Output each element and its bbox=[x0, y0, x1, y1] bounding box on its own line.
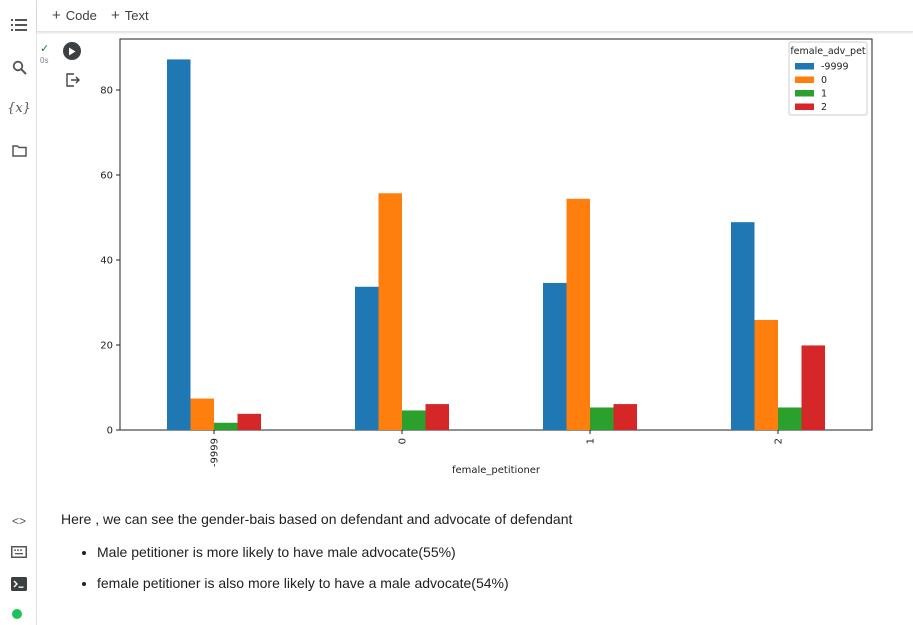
y-tick-label: 0 bbox=[107, 426, 113, 437]
bullet-list: Male petitioner is more likely to have m… bbox=[61, 543, 572, 592]
bar-0--9999 bbox=[190, 398, 214, 430]
bar-0-1 bbox=[566, 198, 590, 430]
y-tick-label: 60 bbox=[100, 171, 113, 182]
x-tick-label: -9999 bbox=[210, 438, 221, 467]
bar-2--9999 bbox=[237, 413, 261, 430]
bar-1--9999 bbox=[214, 422, 238, 430]
plus-icon: + bbox=[111, 7, 120, 24]
bullet-item: female petitioner is also more likely to… bbox=[97, 574, 572, 592]
x-tick-label: 1 bbox=[586, 438, 597, 444]
x-tick-label: 0 bbox=[398, 438, 409, 444]
bar--9999-1 bbox=[543, 282, 567, 430]
bar-0-2 bbox=[754, 319, 778, 430]
plus-icon: + bbox=[52, 7, 61, 24]
legend-label-1: 1 bbox=[821, 89, 827, 100]
y-tick-label: 20 bbox=[100, 341, 113, 352]
legend-label--9999: -9999 bbox=[821, 62, 849, 73]
bar-1-1 bbox=[590, 407, 614, 430]
execution-time: 0s bbox=[40, 56, 49, 65]
legend-label-0: 0 bbox=[821, 75, 827, 86]
command-palette-icon[interactable] bbox=[10, 543, 28, 561]
legend-swatch-1 bbox=[795, 90, 814, 97]
run-cell-button[interactable] bbox=[63, 42, 81, 60]
check-icon: ✓ bbox=[40, 43, 50, 55]
output-menu-icon[interactable] bbox=[66, 73, 80, 92]
y-tick-label: 40 bbox=[100, 256, 113, 267]
bar-chart: 0 20 40 60 80 -9999 0 1 2 female_petitioner female… bbox=[90, 34, 890, 484]
x-tick-label: 2 bbox=[774, 438, 785, 444]
toc-icon[interactable] bbox=[10, 16, 28, 34]
y-tick-label: 80 bbox=[100, 86, 113, 97]
x-axis-label: female_petitioner bbox=[452, 465, 541, 476]
intro-text: Here , we can see the gender-bais based … bbox=[61, 511, 573, 527]
left-sidebar: {x} <> bbox=[0, 0, 37, 625]
bar-2-0 bbox=[425, 404, 449, 430]
bar--9999-2 bbox=[731, 222, 755, 430]
terminal-icon[interactable] bbox=[10, 575, 28, 593]
add-code-label: Code bbox=[65, 8, 97, 23]
bullet-item: Male petitioner is more likely to have m… bbox=[97, 543, 572, 561]
legend-swatch-2 bbox=[795, 103, 814, 110]
legend-swatch--9999 bbox=[795, 63, 814, 70]
bar-2-1 bbox=[613, 404, 637, 430]
legend-title: female_adv_pet bbox=[790, 46, 866, 57]
bar--9999--9999 bbox=[167, 59, 191, 431]
search-icon[interactable] bbox=[10, 58, 28, 76]
kernel-status-dot bbox=[12, 609, 22, 619]
add-text-button[interactable]: + Text bbox=[111, 7, 149, 24]
add-code-button[interactable]: + Code bbox=[52, 7, 97, 24]
add-text-label: Text bbox=[124, 8, 149, 23]
notebook-toolbar: + Code + Text bbox=[37, 0, 913, 32]
legend-box bbox=[788, 41, 868, 116]
markdown-cell: Here , we can see the gender-bais based … bbox=[61, 510, 572, 605]
bar-1-0 bbox=[402, 410, 426, 430]
bar-0-0 bbox=[378, 193, 402, 430]
variables-icon[interactable]: {x} bbox=[7, 100, 31, 116]
legend-swatch-0 bbox=[795, 76, 814, 83]
play-icon bbox=[69, 47, 76, 55]
folder-icon[interactable] bbox=[10, 141, 28, 159]
bar-1-2 bbox=[778, 407, 802, 430]
bar--9999-0 bbox=[355, 286, 379, 430]
legend-label-2: 2 bbox=[821, 102, 827, 113]
code-snippets-icon[interactable]: <> bbox=[11, 514, 26, 528]
bar-2-2 bbox=[801, 345, 825, 430]
